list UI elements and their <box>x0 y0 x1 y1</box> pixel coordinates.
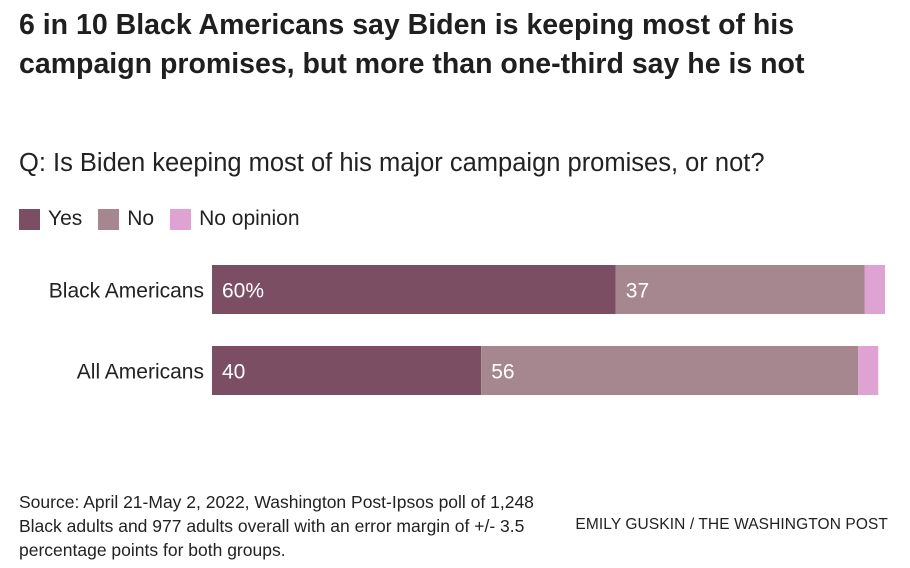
value-label-black-americans-yes: 60% <box>222 280 264 303</box>
bar-all-americans-yes <box>212 346 482 395</box>
legend-swatch-no <box>98 208 120 230</box>
bar-black-americans-yes <box>212 265 616 314</box>
bar-black-americans-no-opinion <box>864 265 885 314</box>
legend-item-no: No <box>98 207 154 231</box>
legend-item-no-opinion: No opinion <box>170 207 300 231</box>
legend-label-no: No <box>127 207 155 230</box>
category-label-all-americans: All Americans <box>77 361 204 384</box>
legend: Yes No No opinion <box>19 206 316 232</box>
legend-item-yes: Yes <box>19 207 82 231</box>
legend-label-no-opinion: No opinion <box>199 207 300 230</box>
source-note: Source: April 21-May 2, 2022, Washington… <box>19 492 534 560</box>
chart-title: 6 in 10 Black Americans say Biden is kee… <box>19 9 805 80</box>
value-label-all-americans-no: 56 <box>491 361 514 384</box>
category-label-black-americans: Black Americans <box>49 280 204 303</box>
bar-all-americans-no <box>481 346 859 395</box>
credit-line: EMILY GUSKIN / THE WASHINGTON POST <box>575 516 888 533</box>
value-label-black-americans-no: 37 <box>626 280 649 303</box>
value-label-all-americans-yes: 40 <box>222 361 245 384</box>
legend-swatch-yes <box>19 208 40 230</box>
chart-subtitle: Q: Is Biden keeping most of his major ca… <box>19 149 765 177</box>
legend-label-yes: Yes <box>48 207 83 230</box>
bar-all-americans-no-opinion <box>858 346 879 395</box>
legend-swatch-no-opinion <box>170 208 192 230</box>
stacked-bar-chart: Black Americans 60% 37 All Americans 40 56 <box>49 265 885 395</box>
bar-black-americans-no <box>615 265 865 314</box>
